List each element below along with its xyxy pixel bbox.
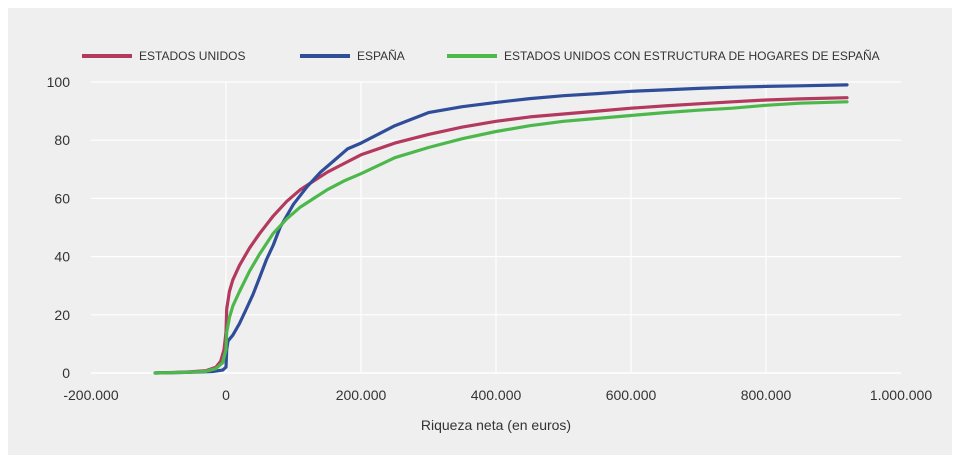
x-tick-label: 400.000	[471, 387, 522, 403]
tick-labels: 0 20 40 60 80 100 -200.000 0 200.000 400.000 600.0…	[47, 74, 933, 403]
grid-lines	[91, 81, 901, 373]
x-tick-label: -200.000	[63, 387, 118, 403]
series-line-1	[153, 96, 849, 375]
legend-label-2: ESPAÑA	[357, 49, 405, 63]
x-tick-label: 0	[222, 387, 230, 403]
legend: ESTADOS UNIDOS ESPAÑA ESTADOS UNIDOS CON E…	[82, 49, 880, 63]
series-line-3	[153, 100, 849, 375]
legend-label-3: ESTADOS UNIDOS CON ESTRUCTURA DE HOGARES…	[504, 49, 880, 63]
y-tick-label: 80	[54, 132, 70, 148]
y-tick-label: 60	[54, 190, 70, 206]
y-tick-label: 0	[62, 365, 70, 381]
series-lines	[153, 83, 849, 375]
series-line-2	[153, 83, 849, 375]
x-tick-label: 200.000	[336, 387, 387, 403]
y-tick-label: 20	[54, 307, 70, 323]
x-tick-label: 600.000	[606, 387, 657, 403]
legend-label-1: ESTADOS UNIDOS	[139, 49, 245, 63]
x-axis-label: Riqueza neta (en euros)	[421, 417, 571, 433]
y-tick-label: 100	[47, 74, 71, 90]
y-tick-label: 40	[54, 249, 70, 265]
x-tick-label: 800.000	[741, 387, 792, 403]
x-tick-label: 1.000.000	[870, 387, 932, 403]
